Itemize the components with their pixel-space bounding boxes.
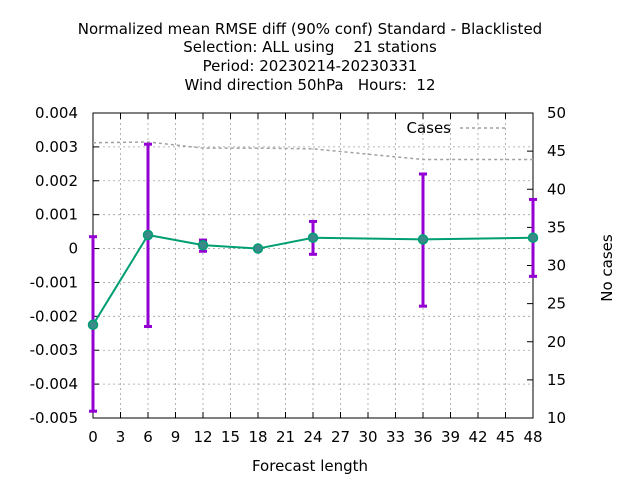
diff-point — [142, 229, 154, 241]
cases-series — [92, 141, 533, 161]
y-tick-label: 0.004 — [35, 104, 78, 122]
title-line-3: Period: 20230214-20230331 — [203, 57, 418, 75]
y2-tick-label: 45 — [547, 142, 566, 160]
y2-tick-label: 35 — [547, 218, 566, 236]
y2-tick-label: 15 — [547, 371, 566, 389]
y-tick-label: 0.002 — [35, 172, 78, 190]
y2-tick-label: 50 — [547, 104, 566, 122]
x-tick-label: 3 — [116, 428, 126, 446]
x-tick-label: 30 — [358, 428, 377, 446]
y-tick-label: 0.001 — [35, 206, 78, 224]
diff-point — [252, 243, 264, 254]
diff-point — [307, 232, 319, 243]
y-tick-label: -0.001 — [30, 273, 78, 291]
x-tick-label: 9 — [171, 428, 181, 446]
title-line-2: Selection: ALL using 21 stations — [183, 38, 437, 56]
y2-tick-label: 30 — [547, 257, 566, 275]
cases-line — [92, 141, 533, 161]
x-tick-label: 27 — [331, 428, 350, 446]
x-tick-label: 48 — [523, 428, 542, 446]
x-tick-label: 0 — [88, 428, 98, 446]
y2-tick-label: 10 — [547, 409, 566, 427]
legend-label-cases: Cases — [406, 119, 451, 137]
diff-point — [417, 234, 429, 245]
x-tick-label: 18 — [248, 428, 267, 446]
y2-axis-label: No cases — [598, 234, 616, 302]
grid — [93, 113, 533, 418]
diff-point — [197, 239, 209, 251]
y2-tick-label: 40 — [547, 180, 566, 198]
y-tick-label: -0.003 — [30, 341, 78, 359]
y-tick-label: -0.004 — [30, 375, 78, 393]
x-tick-label: 6 — [143, 428, 153, 446]
legend: Cases — [406, 119, 506, 137]
y-tick-labels: 0.004 0.003 0.002 0.001 0 -0.001 -0.002 -0.003 -… — [30, 104, 78, 427]
x-tick-label: 33 — [386, 428, 405, 446]
diff-series — [87, 229, 539, 331]
x-tick-label: 42 — [468, 428, 487, 446]
x-tick-labels: 0 3 6 9 12 15 18 21 24 27 30 33 36 39 42 45 48 — [88, 428, 542, 446]
chart-title: Normalized mean RMSE diff (90% conf) Sta… — [78, 20, 542, 94]
y-tick-label: 0.003 — [35, 138, 78, 156]
y2-tick-labels: 50 45 40 35 30 25 20 15 10 — [547, 104, 566, 427]
x-tick-label: 45 — [496, 428, 515, 446]
y-tick-label: -0.002 — [30, 307, 78, 325]
x-tick-label: 12 — [193, 428, 212, 446]
x-tick-label: 39 — [441, 428, 460, 446]
x-tick-label: 24 — [303, 428, 322, 446]
y-tick-label: 0 — [68, 240, 78, 258]
title-line-4: Wind direction 50hPa Hours: 12 — [184, 76, 435, 94]
y-tick-label: -0.005 — [30, 409, 78, 427]
y2-tick-label: 25 — [547, 295, 566, 313]
x-tick-label: 21 — [276, 428, 295, 446]
title-line-1: Normalized mean RMSE diff (90% conf) Sta… — [78, 20, 542, 38]
y2-tick-label: 20 — [547, 333, 566, 351]
x-tick-label: 15 — [221, 428, 240, 446]
diff-point — [87, 319, 99, 331]
x-tick-label: 36 — [413, 428, 432, 446]
diff-point — [527, 232, 539, 243]
x-axis-label: Forecast length — [252, 457, 368, 475]
